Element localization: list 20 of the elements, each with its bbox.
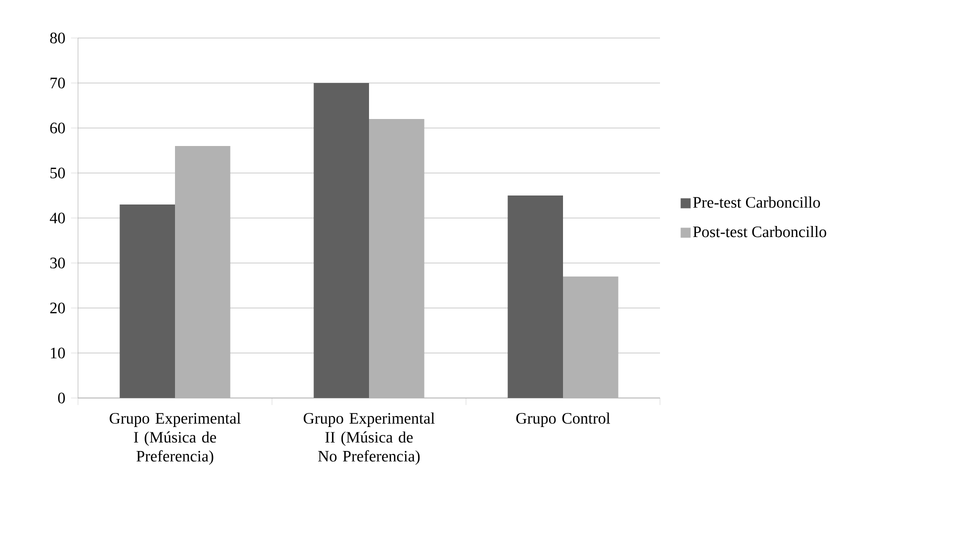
legend-label: Pre-test Carboncillo [693,196,820,208]
y-tick-label: 0 [58,392,65,404]
y-tick-label: 50 [50,168,65,178]
y-tick-label: 70 [50,78,65,88]
legend-label: Post-test Carboncillo [693,226,826,238]
bar [314,83,370,398]
y-tick-label: 60 [50,122,65,134]
x-tick-label: Grupo Experimental II (Música de No Preferencia) [304,412,435,465]
bar [369,119,424,398]
x-tick-label: Grupo Experimental I (Música de Preferencia) [110,412,241,465]
y-tick-label: 10 [50,348,65,358]
bar [563,276,618,398]
y-tick-label: 20 [50,302,65,314]
bar [175,146,230,398]
y-tick-label: 40 [50,212,65,224]
y-tick-label: 30 [50,258,65,268]
x-tick-label: Grupo Control [516,412,610,427]
bar [120,204,175,398]
bar [508,196,564,398]
y-tick-label: 80 [50,32,65,44]
